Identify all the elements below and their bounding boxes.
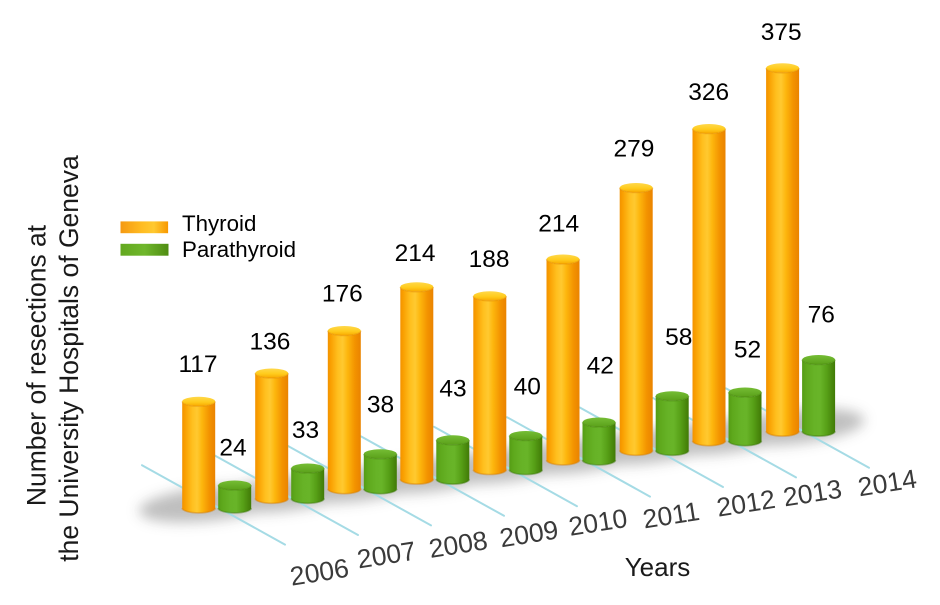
svg-text:Number of resections at: Number of resections at xyxy=(22,224,52,506)
svg-text:375: 375 xyxy=(761,19,802,46)
svg-text:52: 52 xyxy=(734,336,761,363)
svg-text:38: 38 xyxy=(367,392,394,419)
svg-text:43: 43 xyxy=(439,375,466,402)
svg-text:Thyroid: Thyroid xyxy=(182,211,256,236)
svg-text:279: 279 xyxy=(614,136,655,163)
svg-text:33: 33 xyxy=(292,417,319,444)
svg-text:117: 117 xyxy=(178,351,217,378)
svg-text:the University Hospitals of Ge: the University Hospitals of Geneva xyxy=(54,155,84,562)
svg-text:Parathyroid: Parathyroid xyxy=(182,237,296,262)
svg-text:188: 188 xyxy=(469,246,510,273)
svg-text:76: 76 xyxy=(808,301,835,328)
svg-text:Years: Years xyxy=(625,552,691,582)
svg-text:24: 24 xyxy=(219,434,246,461)
svg-text:214: 214 xyxy=(538,210,579,237)
svg-text:40: 40 xyxy=(514,374,541,401)
svg-text:326: 326 xyxy=(688,79,729,106)
svg-text:136: 136 xyxy=(250,329,291,356)
svg-text:58: 58 xyxy=(665,324,692,351)
svg-text:214: 214 xyxy=(395,240,436,267)
svg-text:42: 42 xyxy=(587,352,614,379)
svg-text:176: 176 xyxy=(322,280,363,307)
